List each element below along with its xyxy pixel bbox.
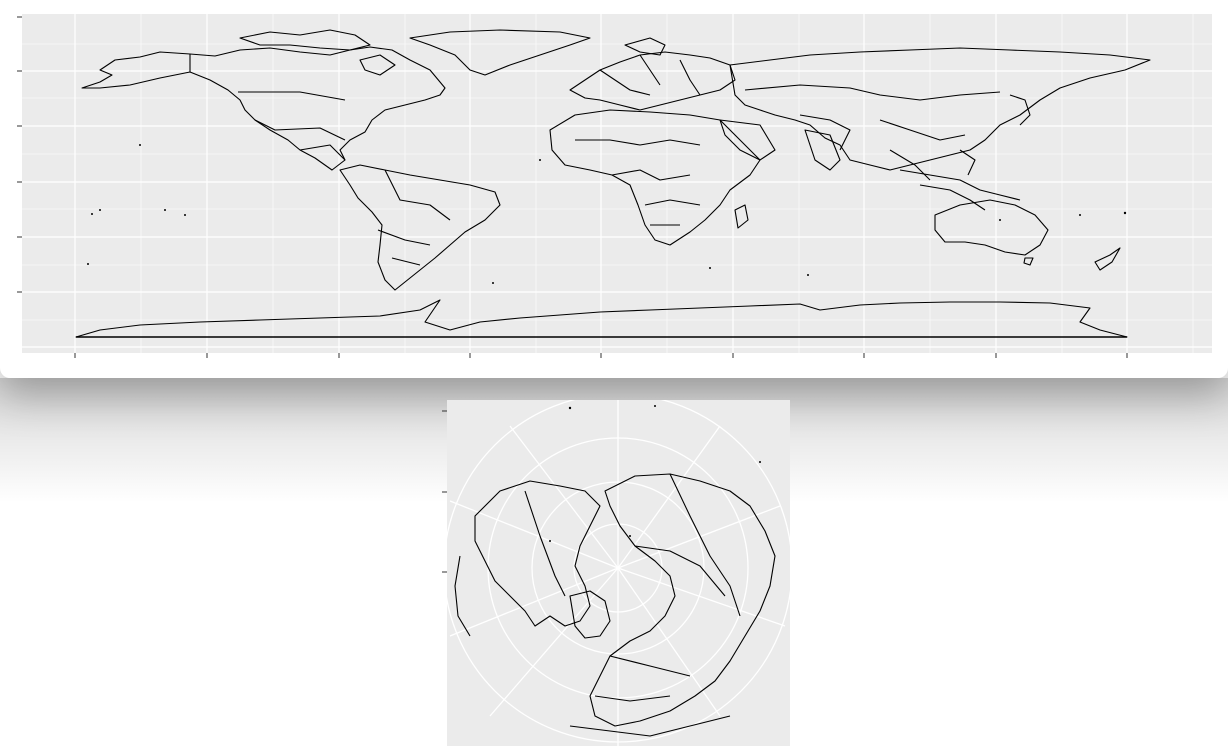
arctic-islands-outline — [239, 29, 371, 51]
australia-outline — [934, 199, 1049, 256]
greenland-outline — [409, 29, 591, 76]
world-map-axis-ticks — [17, 16, 1128, 358]
world-map-panel — [17, 14, 1212, 358]
polar-eurasia-outline — [589, 473, 776, 727]
world-country-outlines — [75, 29, 1151, 338]
top-map-card — [17, 14, 1212, 358]
world-small-islands — [87, 144, 1127, 284]
polar-small-islands — [549, 405, 761, 542]
antarctica-outline — [75, 299, 1128, 338]
asia-outline — [729, 47, 1151, 171]
polar-greenland-outline — [569, 590, 611, 639]
polar-map-graticule — [447, 400, 790, 746]
polar-map-axis-ticks — [442, 410, 447, 573]
polar-north-america-outline — [474, 480, 601, 627]
europe-outline — [569, 51, 736, 111]
south-america-outline — [339, 164, 501, 291]
polar-map-panel — [442, 400, 790, 746]
africa-outline — [549, 109, 761, 246]
polar-country-outlines — [454, 473, 776, 737]
world-map-gridlines — [22, 14, 1212, 353]
